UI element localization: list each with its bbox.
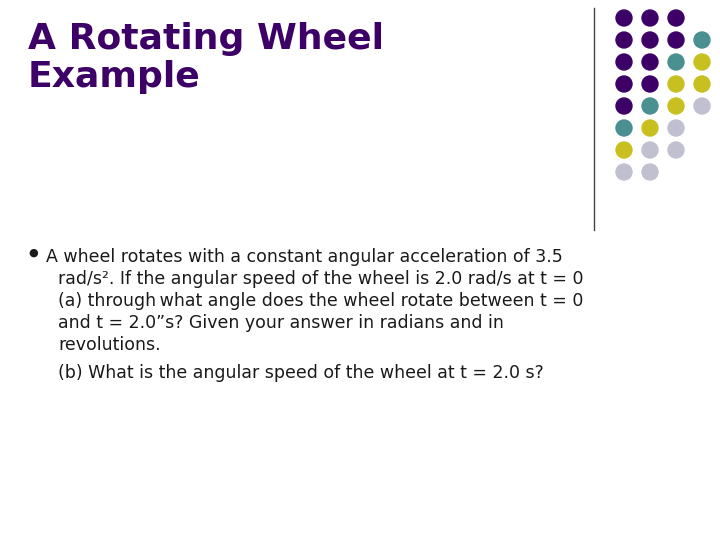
Circle shape	[642, 164, 658, 180]
Circle shape	[616, 120, 632, 136]
Text: revolutions.: revolutions.	[58, 336, 161, 354]
Circle shape	[642, 120, 658, 136]
Circle shape	[616, 32, 632, 48]
Circle shape	[616, 98, 632, 114]
Circle shape	[616, 164, 632, 180]
Circle shape	[668, 142, 684, 158]
Text: A Rotating Wheel
Example: A Rotating Wheel Example	[28, 22, 384, 94]
Circle shape	[642, 10, 658, 26]
Circle shape	[642, 76, 658, 92]
Text: rad/s². If the angular speed of the wheel is 2.0 rad/s at t = 0: rad/s². If the angular speed of the whee…	[58, 270, 583, 288]
Circle shape	[668, 32, 684, 48]
Circle shape	[616, 76, 632, 92]
Circle shape	[668, 10, 684, 26]
Text: ●: ●	[28, 248, 37, 258]
Text: A wheel rotates with a constant angular acceleration of 3.5: A wheel rotates with a constant angular …	[46, 248, 563, 266]
Circle shape	[668, 54, 684, 70]
Text: (b) What is the angular speed of the wheel at t = 2.0 s?: (b) What is the angular speed of the whe…	[58, 364, 544, 382]
Circle shape	[694, 32, 710, 48]
Circle shape	[642, 98, 658, 114]
Circle shape	[694, 76, 710, 92]
Circle shape	[668, 98, 684, 114]
Circle shape	[642, 142, 658, 158]
Text: (a) through what angle does the wheel rotate between t = 0: (a) through what angle does the wheel ro…	[58, 292, 583, 310]
Circle shape	[642, 54, 658, 70]
Circle shape	[642, 32, 658, 48]
Circle shape	[616, 54, 632, 70]
Circle shape	[616, 10, 632, 26]
Circle shape	[694, 98, 710, 114]
Circle shape	[694, 54, 710, 70]
Circle shape	[668, 120, 684, 136]
Circle shape	[616, 142, 632, 158]
Text: and t = 2.0”s? Given your answer in radians and in: and t = 2.0”s? Given your answer in radi…	[58, 314, 504, 332]
Circle shape	[668, 76, 684, 92]
